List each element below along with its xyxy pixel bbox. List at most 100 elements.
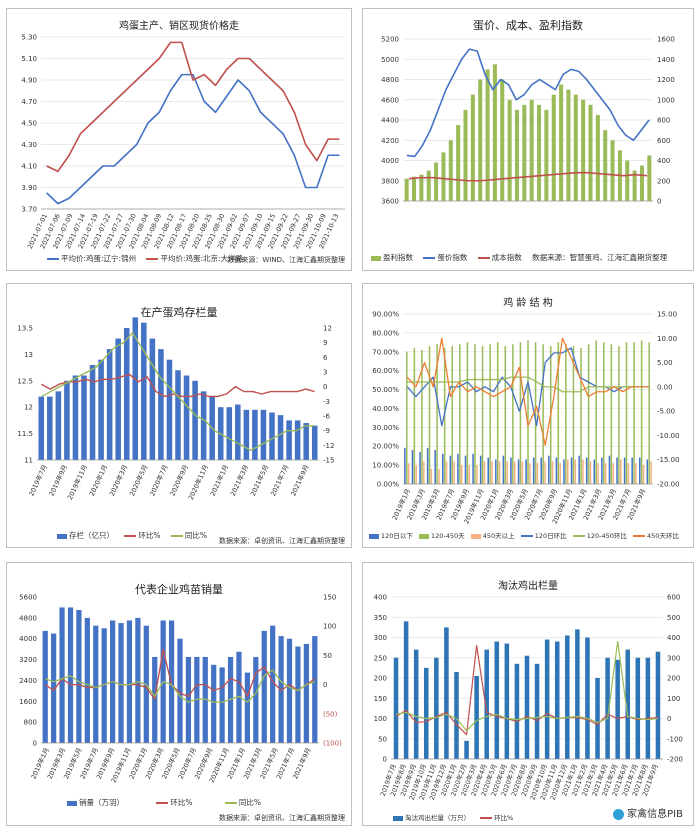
y2-tick-label: 500 <box>667 614 680 622</box>
bar <box>574 459 577 484</box>
bar <box>441 152 446 201</box>
bar <box>625 649 631 759</box>
bar <box>406 351 408 484</box>
legend-label: 平均价:鸡蛋:北京:大洋路 <box>160 254 244 263</box>
chick-sales-chart: 0 800 1600 2400 3200 4000 4800 5600 150 100 50 0 (50… <box>19 594 342 785</box>
y-tick-label: 5200 <box>381 36 399 44</box>
bar <box>593 459 596 484</box>
bar <box>404 448 406 484</box>
bar <box>532 457 535 484</box>
bar <box>536 463 539 484</box>
bar <box>183 375 190 460</box>
bar <box>601 457 603 484</box>
bar <box>444 627 449 759</box>
y2-tick-label: -5.00 <box>657 408 675 416</box>
y-tick-label: 4.30 <box>21 141 37 149</box>
y2-tick-label: 15.00 <box>657 311 677 319</box>
bar <box>587 344 590 484</box>
bar <box>434 657 439 759</box>
bar <box>152 656 158 743</box>
bar <box>575 629 580 759</box>
bar <box>548 455 550 484</box>
bar <box>585 457 588 484</box>
x-tick-label: 2020年5月 <box>127 463 149 497</box>
bar <box>625 342 628 484</box>
y-tick-label: 11 <box>24 457 33 465</box>
bar <box>608 455 611 484</box>
bar <box>610 140 615 201</box>
bar <box>260 409 267 460</box>
bar <box>312 636 318 743</box>
y-tick-label: 100 <box>374 715 387 723</box>
y2-tick-label: -9 <box>323 427 330 435</box>
bar <box>464 740 469 759</box>
bar <box>565 344 567 484</box>
bar <box>55 391 62 460</box>
bar <box>211 664 217 743</box>
bar <box>235 404 241 460</box>
y-tick-label: 0.00% <box>377 481 400 489</box>
bar <box>635 657 641 759</box>
y2-tick-label: -100 <box>667 735 683 743</box>
bar <box>610 344 613 484</box>
bar <box>559 84 564 201</box>
chart-legend: 销量（万羽） 环比% 同比% <box>67 797 347 808</box>
y-tick-label: 50 <box>378 735 387 743</box>
y-tick-label: 4.70 <box>21 98 37 106</box>
y-tick-label: 200 <box>374 675 387 683</box>
bar <box>500 79 505 201</box>
bar <box>604 463 607 484</box>
bar <box>638 457 641 484</box>
chart-legend: 平均价:鸡蛋:辽宁:锦州 平均价:鸡蛋:北京:大洋路 <box>47 253 347 264</box>
y-tick-label: 4600 <box>381 96 399 104</box>
legend-label: 450天以上 <box>482 532 515 540</box>
y2-tick-label: 100 <box>323 623 336 631</box>
watermark-text: 家禽信息PIB <box>627 809 683 820</box>
y-tick-label: 3.90 <box>21 184 37 192</box>
bar <box>645 657 651 759</box>
y-tick-label: 3800 <box>381 177 399 185</box>
y-tick-label: 4000 <box>19 635 37 643</box>
bar <box>81 375 87 460</box>
chart-title: 代表企业鸡苗销量 <box>135 583 223 596</box>
y-tick-label: 5000 <box>381 56 399 64</box>
bar <box>650 461 652 484</box>
y-tick-label: 4800 <box>19 614 37 622</box>
y-tick-label: 3600 <box>381 198 399 206</box>
y-tick-label: 4.50 <box>21 120 37 128</box>
series-line <box>406 337 649 446</box>
bar <box>253 656 259 743</box>
bar <box>445 461 448 484</box>
y2-tick-label: 1200 <box>657 76 675 84</box>
bar <box>506 461 508 484</box>
bar <box>492 64 497 201</box>
y2-tick-label: 300 <box>667 654 680 662</box>
x-tick-label: 2021年5月 <box>248 463 270 497</box>
bar <box>72 375 79 460</box>
y2-tick-label: 3 <box>323 369 327 377</box>
y-tick-label: 30.00% <box>372 424 399 432</box>
bar <box>603 130 608 201</box>
y-tick-label: 4200 <box>381 137 399 145</box>
y-tick-label: 60.00% <box>372 367 399 375</box>
y2-tick-label: 1400 <box>657 56 675 64</box>
bar <box>534 663 540 759</box>
bar <box>277 415 284 460</box>
bar <box>407 463 410 484</box>
y2-tick-label: 600 <box>667 594 680 602</box>
bar <box>448 140 453 201</box>
bar <box>59 607 65 743</box>
bar <box>303 423 309 460</box>
y2-tick-label: 9 <box>323 339 327 347</box>
y-tick-label: 80.00% <box>372 329 399 337</box>
series-line <box>44 648 316 700</box>
bar <box>483 461 486 484</box>
bar <box>166 359 173 460</box>
chart-title: 蛋价、成本、盈利指数 <box>473 19 583 32</box>
bar <box>463 109 468 201</box>
bar <box>403 621 409 759</box>
legend-label: 成本指数 <box>491 253 522 262</box>
legend-label: 盈利指数 <box>383 253 413 262</box>
y-tick-label: 20.00% <box>372 443 399 451</box>
bar <box>612 463 614 484</box>
